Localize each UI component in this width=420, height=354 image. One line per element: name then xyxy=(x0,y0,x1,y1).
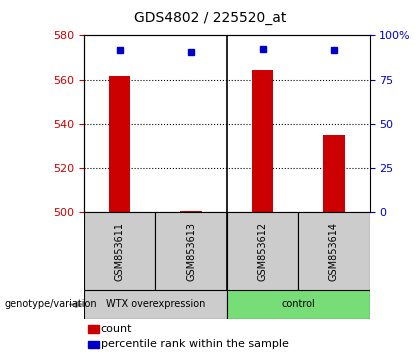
Bar xyxy=(109,76,130,212)
Text: GSM853611: GSM853611 xyxy=(115,222,125,281)
Bar xyxy=(323,135,344,212)
Text: count: count xyxy=(101,324,132,333)
FancyBboxPatch shape xyxy=(298,212,370,290)
FancyBboxPatch shape xyxy=(227,290,370,319)
Text: percentile rank within the sample: percentile rank within the sample xyxy=(101,339,289,349)
Text: GSM853614: GSM853614 xyxy=(329,222,339,281)
FancyBboxPatch shape xyxy=(155,212,227,290)
Text: GSM853612: GSM853612 xyxy=(257,222,268,281)
Bar xyxy=(181,211,202,212)
Bar xyxy=(252,70,273,212)
FancyBboxPatch shape xyxy=(84,212,155,290)
Text: GDS4802 / 225520_at: GDS4802 / 225520_at xyxy=(134,11,286,25)
FancyBboxPatch shape xyxy=(227,212,298,290)
Text: control: control xyxy=(281,299,315,309)
FancyBboxPatch shape xyxy=(84,290,227,319)
Text: genotype/variation: genotype/variation xyxy=(4,299,97,309)
Text: GSM853613: GSM853613 xyxy=(186,222,196,281)
Text: WTX overexpression: WTX overexpression xyxy=(106,299,205,309)
